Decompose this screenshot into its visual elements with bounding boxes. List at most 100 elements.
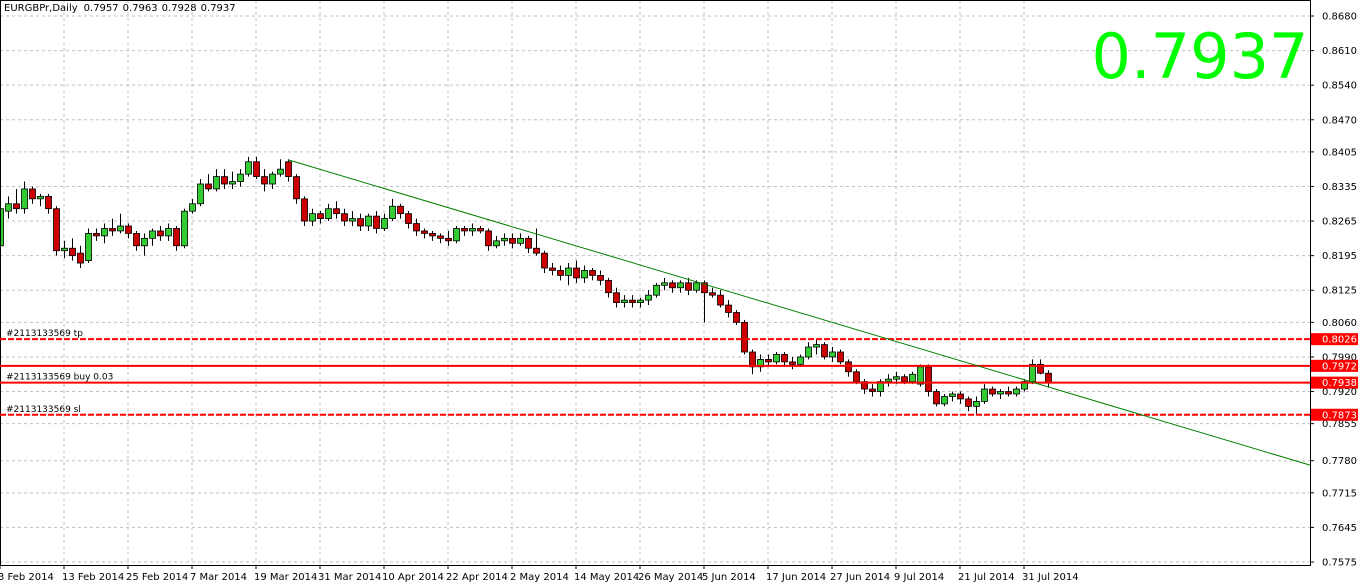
y-tick-label: 0.7575 xyxy=(1322,558,1357,569)
candle-body xyxy=(237,173,244,182)
candle-body xyxy=(445,237,452,242)
plot-frame xyxy=(0,0,1311,566)
candle-body xyxy=(813,344,820,348)
candle-body xyxy=(93,233,100,237)
candle-body xyxy=(1013,388,1020,395)
candle-body xyxy=(837,351,844,363)
y-tick-label: 0.8060 xyxy=(1322,318,1357,329)
big-price: 0.7937 xyxy=(1092,20,1309,93)
candle-body xyxy=(957,393,964,400)
candle-body xyxy=(893,376,900,380)
candle-body xyxy=(189,203,196,212)
candle-body xyxy=(205,183,212,190)
candle-body xyxy=(581,270,588,279)
candle-body xyxy=(269,173,276,185)
y-tick-label: 0.8470 xyxy=(1322,115,1357,126)
candle-body xyxy=(341,213,348,222)
x-tick-label: 27 Jun 2014 xyxy=(830,572,890,583)
candle-body xyxy=(997,391,1004,395)
candle-body xyxy=(981,388,988,402)
candle-body xyxy=(309,213,316,222)
candle-body xyxy=(829,351,836,358)
candle-body xyxy=(141,237,148,247)
y-tick-label: 0.7780 xyxy=(1322,456,1357,467)
y-tick-label: 0.8680 xyxy=(1322,12,1357,23)
header-low: 0.7928 xyxy=(162,3,197,14)
y-tick-label: 0.7990 xyxy=(1322,352,1357,363)
candle-body xyxy=(781,354,788,363)
x-tick-label: 25 Feb 2014 xyxy=(126,572,188,583)
candle-body xyxy=(509,237,516,244)
candle-body xyxy=(773,354,780,363)
candle-body xyxy=(621,299,628,303)
candle-body xyxy=(1037,363,1044,374)
candle-body xyxy=(37,195,44,200)
y-tick-label: 0.8610 xyxy=(1322,46,1357,57)
candle-body xyxy=(133,233,140,247)
chart-title: EURGBPr,Daily xyxy=(4,3,78,14)
y-tick-label: 0.8540 xyxy=(1322,81,1357,92)
y-tick-label: 0.8265 xyxy=(1322,217,1357,228)
candle-body xyxy=(733,312,740,323)
candle-body xyxy=(885,378,892,383)
candle-body xyxy=(725,304,732,313)
header-open: 0.7957 xyxy=(84,3,119,14)
candle-body xyxy=(533,247,540,254)
candle-body xyxy=(389,205,396,219)
candle-body xyxy=(973,401,980,407)
candle-body xyxy=(597,275,604,281)
candle-body xyxy=(437,235,444,239)
candle-body xyxy=(429,233,436,237)
candle-body xyxy=(77,252,84,264)
x-tick-label: 9 Jul 2014 xyxy=(894,572,944,583)
x-tick-label: 17 Jun 2014 xyxy=(766,572,826,583)
candle-body xyxy=(13,203,20,210)
candle-body xyxy=(541,252,548,269)
candle-body xyxy=(413,223,420,232)
x-tick-label: 31 Jul 2014 xyxy=(1022,572,1079,583)
grid xyxy=(0,0,1310,565)
candle-body xyxy=(333,208,340,215)
candle-body xyxy=(325,208,332,219)
candle-body xyxy=(629,299,636,303)
candle-body xyxy=(461,228,468,232)
y-tick-label: 0.7645 xyxy=(1322,523,1357,534)
candle-body xyxy=(933,391,940,405)
candle-body xyxy=(453,228,460,242)
header-high: 0.7963 xyxy=(123,3,158,14)
candle-body xyxy=(421,230,428,234)
candle-body xyxy=(1005,391,1012,395)
candle-body xyxy=(661,282,668,286)
candle-body xyxy=(749,351,756,368)
candle-body xyxy=(149,230,156,239)
candle-body xyxy=(741,321,748,353)
candle-body xyxy=(565,267,572,276)
y-tick-label: 0.8405 xyxy=(1322,147,1357,158)
price-tag xyxy=(1311,376,1358,389)
order-label: #2113133569 tp xyxy=(6,329,83,339)
candle-body xyxy=(181,210,188,247)
candle-body xyxy=(869,388,876,392)
candle-body xyxy=(373,215,380,229)
candle-body xyxy=(261,176,268,185)
candle-body xyxy=(349,218,356,222)
candle-body xyxy=(45,195,52,210)
candle-body xyxy=(549,267,556,271)
candle-body xyxy=(685,282,692,291)
candle-body xyxy=(245,161,252,175)
y-tick-label: 0.7855 xyxy=(1322,419,1357,430)
candle-body xyxy=(317,213,324,219)
candle-body xyxy=(253,161,260,177)
candle-body xyxy=(21,188,28,210)
candle-body xyxy=(285,161,292,177)
candle-body xyxy=(277,168,284,175)
candle-body xyxy=(589,270,596,276)
y-tick-label: 0.8125 xyxy=(1322,286,1357,297)
candle-body xyxy=(29,188,36,200)
candle-body xyxy=(789,361,796,365)
candle-body xyxy=(157,230,164,237)
candle-body xyxy=(109,228,116,232)
candle-body xyxy=(573,267,580,279)
candle-body xyxy=(85,233,92,261)
candle-body xyxy=(469,228,476,232)
